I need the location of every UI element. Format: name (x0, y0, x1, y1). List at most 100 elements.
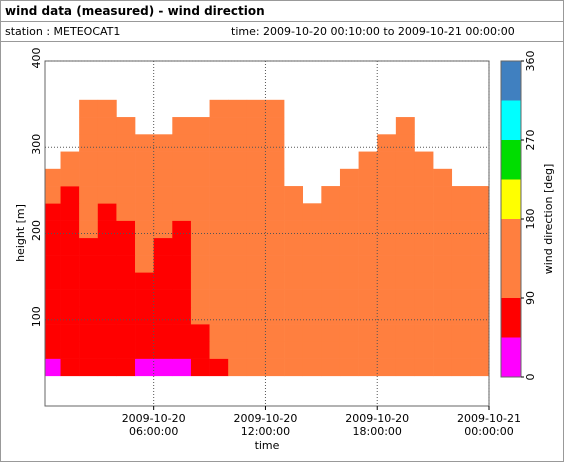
cell (302, 324, 322, 342)
cell (302, 341, 322, 359)
cell (395, 168, 415, 187)
cell (153, 220, 173, 239)
cell (321, 203, 341, 221)
cell (135, 203, 154, 221)
cell (284, 358, 304, 377)
cell (172, 237, 192, 256)
cell (45, 237, 61, 256)
cell (97, 289, 117, 308)
cell (377, 255, 397, 273)
cell (79, 289, 99, 308)
cell (302, 237, 322, 256)
cell (265, 324, 285, 342)
cell (246, 324, 266, 342)
cell (358, 341, 378, 359)
divider (1, 21, 563, 22)
cell (358, 289, 378, 308)
cell (97, 203, 117, 221)
cell (358, 220, 378, 239)
cell (209, 255, 229, 273)
cell (246, 186, 266, 204)
cell (246, 272, 266, 290)
station: station : METEOCAT1 (5, 25, 121, 38)
cell (246, 255, 266, 273)
cell (395, 117, 415, 135)
cell (414, 358, 434, 377)
cell (190, 186, 210, 204)
cell (246, 134, 266, 152)
cell (190, 151, 210, 170)
cell (172, 255, 192, 273)
cell (414, 306, 434, 325)
cell (190, 306, 210, 325)
cell (79, 358, 99, 377)
cell (302, 272, 322, 290)
cell (228, 272, 248, 290)
colorbar-bin (501, 298, 521, 338)
cell (284, 220, 304, 239)
cell (339, 203, 359, 221)
cell (246, 341, 266, 359)
cell (321, 341, 341, 359)
cell (190, 134, 210, 152)
cell (116, 324, 136, 342)
cell (451, 306, 471, 325)
cell (228, 341, 248, 359)
cell (321, 272, 341, 290)
cell (377, 306, 397, 325)
cell (358, 151, 378, 170)
cell (116, 203, 136, 221)
cell (45, 220, 61, 239)
cell (153, 272, 173, 290)
cell (60, 324, 80, 342)
cell (97, 358, 117, 377)
cell (414, 272, 434, 290)
cell (209, 289, 229, 308)
cell (135, 220, 154, 239)
cell (339, 358, 359, 377)
cell (97, 168, 117, 187)
cell (246, 203, 266, 221)
cell (265, 203, 285, 221)
cell (377, 220, 397, 239)
cell (97, 255, 117, 273)
cell (470, 272, 490, 290)
cell (79, 151, 99, 170)
cell (470, 289, 490, 308)
cell (451, 358, 471, 377)
colorbar-bin (501, 179, 521, 219)
cell (339, 237, 359, 256)
cell (433, 272, 453, 290)
cell (339, 306, 359, 325)
cell (60, 255, 80, 273)
cell (172, 341, 192, 359)
y-tick-label: 400 (30, 48, 43, 69)
cell (97, 134, 117, 152)
cell (45, 186, 61, 204)
cell (135, 272, 154, 290)
cell (246, 306, 266, 325)
cell (284, 289, 304, 308)
cell (79, 117, 99, 135)
cell (209, 358, 229, 377)
cell (97, 237, 117, 256)
cell (265, 117, 285, 135)
cell (302, 358, 322, 377)
cell (395, 272, 415, 290)
cell (395, 134, 415, 152)
cell (172, 289, 192, 308)
cell (97, 220, 117, 239)
cell (45, 203, 61, 221)
cell (172, 203, 192, 221)
cell (302, 255, 322, 273)
cell (265, 237, 285, 256)
cell (79, 134, 99, 152)
cell (265, 289, 285, 308)
cell (433, 324, 453, 342)
cell (284, 272, 304, 290)
cell (377, 237, 397, 256)
cell (321, 358, 341, 377)
cell (228, 306, 248, 325)
cell (302, 306, 322, 325)
cell (246, 289, 266, 308)
